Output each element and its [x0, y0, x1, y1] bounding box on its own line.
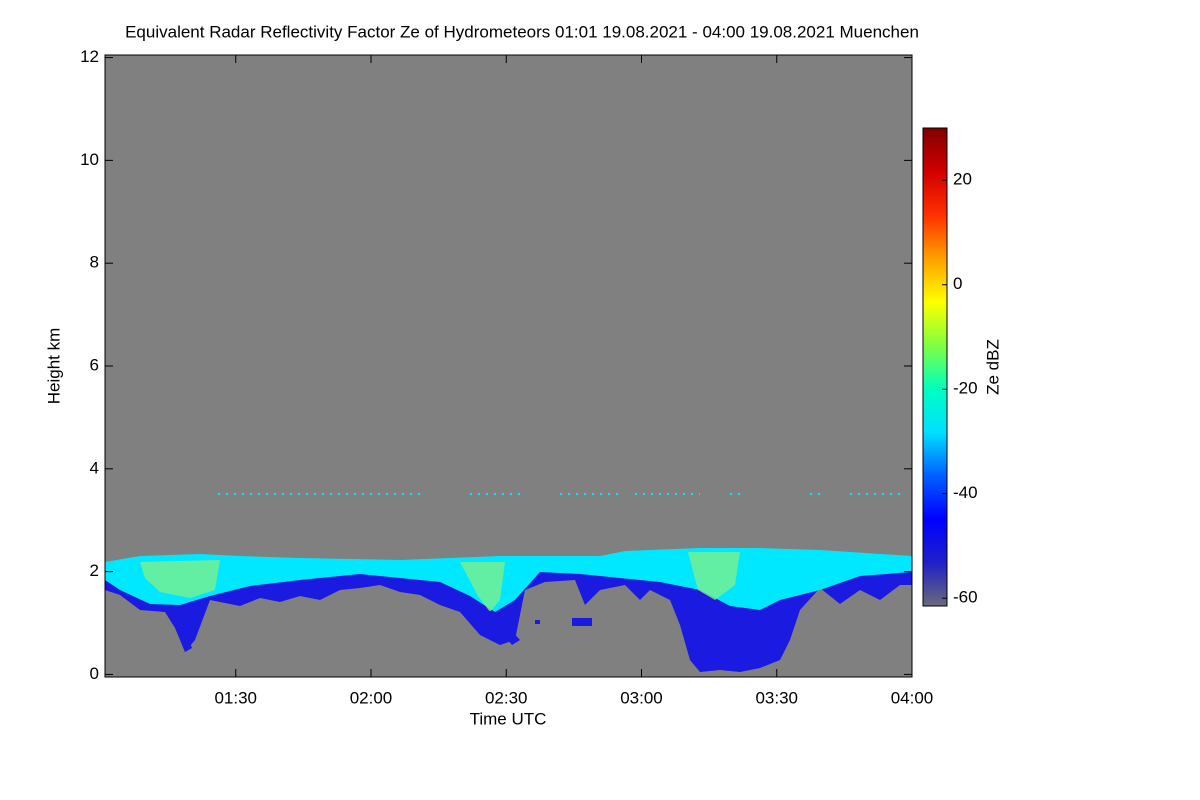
x-tick-label: 03:30 [755, 688, 798, 707]
colorbar-tick-label: 20 [953, 170, 972, 189]
y-tick-label: 6 [90, 355, 99, 374]
x-tick-label: 04:00 [891, 688, 934, 707]
y-tick-label: 8 [90, 253, 99, 272]
y-axis-label: Height km [44, 328, 63, 405]
x-axis-label: Time UTC [470, 709, 547, 728]
y-tick-label: 0 [90, 664, 99, 683]
chart-title: Equivalent Radar Reflectivity Factor Ze … [125, 22, 919, 41]
radar-echo [105, 493, 912, 672]
y-tick-label: 10 [80, 150, 99, 169]
colorbar-label: Ze dBZ [983, 339, 1002, 395]
y-tick-label: 4 [90, 458, 99, 477]
colorbar [922, 127, 948, 607]
y-tick-label: 12 [80, 47, 99, 66]
x-tick-label: 02:30 [485, 688, 528, 707]
colorbar-tick-label: -40 [953, 483, 978, 502]
x-tick-label: 03:00 [620, 688, 663, 707]
colorbar-tick-label: -60 [953, 588, 978, 607]
colorbar-tick-label: -20 [953, 379, 978, 398]
y-tick-label: 2 [90, 561, 99, 580]
x-tick-label: 01:30 [214, 688, 257, 707]
colorbar-tick-label: 0 [953, 274, 962, 293]
x-tick-label: 02:00 [350, 688, 393, 707]
